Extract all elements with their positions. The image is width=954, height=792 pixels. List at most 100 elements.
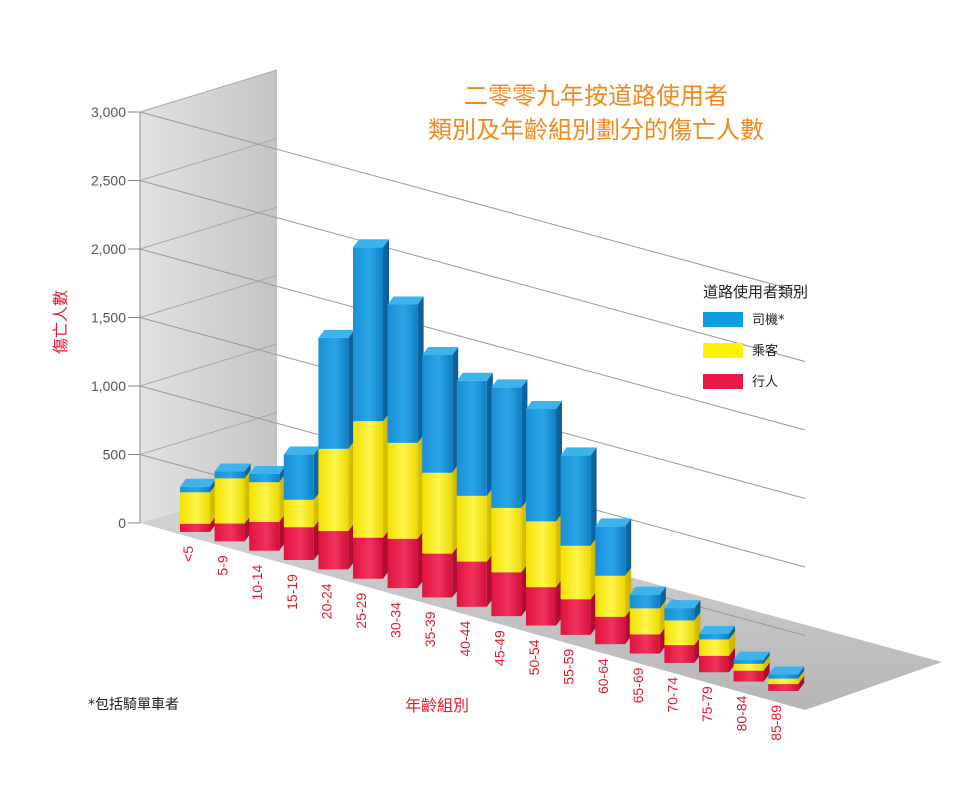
x-tick-label: <5: [180, 546, 196, 562]
bar-segment-pedestrian: [664, 645, 695, 663]
bar-segment-passenger: [526, 521, 556, 588]
bar-segment-passenger: [353, 421, 383, 538]
bar-segment-passenger: [595, 575, 626, 617]
bar-segment-passenger: [456, 495, 487, 562]
bar-top: [733, 651, 770, 660]
bar-group: [491, 379, 528, 617]
legend-swatch: [703, 312, 743, 327]
bar-segment-driver: [595, 526, 626, 576]
bar-side-pedestrian: [625, 608, 632, 645]
bar-side-passenger: [486, 487, 493, 562]
bar-side-passenger: [798, 670, 805, 685]
y-tick-label: 2,500: [91, 173, 126, 189]
x-tick-label: 70-74: [664, 677, 680, 713]
bar-segment-passenger: [318, 448, 349, 532]
bar-top: [353, 239, 389, 248]
bars: [180, 239, 805, 691]
bar-top: [249, 465, 286, 474]
bar-side-pedestrian: [452, 545, 459, 598]
x-axis: <5 5-9 10-14 15-19 20-24 25-29 30-34 35-39 40-44…: [180, 546, 784, 741]
bar-segment-driver: [249, 473, 280, 483]
bar-side-pedestrian: [210, 515, 216, 532]
gridline: [139, 111, 806, 294]
bar-side-pedestrian: [348, 523, 355, 570]
bar-group: [353, 239, 389, 579]
gridline: [139, 180, 806, 362]
bar-segment-pedestrian: [180, 523, 210, 532]
bar-top: [318, 329, 355, 338]
bar-segment-pedestrian: [387, 538, 418, 589]
bar-side-driver: [763, 651, 770, 664]
x-tick-label: 60-64: [595, 658, 611, 694]
x-tick-label: 30-34: [388, 602, 404, 638]
bar-segment-pedestrian: [456, 561, 487, 607]
x-axis-label: 年齡組別: [405, 696, 469, 715]
x-tick-label: 50-54: [526, 639, 542, 675]
bar-group: [595, 518, 632, 645]
bar-segment-pedestrian: [249, 521, 280, 551]
bar-segment-driver: [387, 304, 418, 443]
gridline: [139, 248, 806, 431]
bar-side-passenger: [383, 413, 389, 538]
bar-side-pedestrian: [417, 530, 424, 589]
y-tick-label: 3,000: [91, 104, 126, 120]
bar-segment-driver: [526, 409, 556, 522]
bar-top: [283, 446, 320, 455]
bar-side-passenger: [279, 474, 286, 522]
x-tick-label: 65-69: [630, 667, 646, 703]
bar-segment-driver: [456, 380, 487, 496]
chart-title-line-2: 類別及年齡組別劃分的傷亡人數: [428, 116, 764, 144]
bar-top: [456, 372, 493, 381]
x-tick-label: 85-89: [768, 705, 784, 741]
bar-side-pedestrian: [313, 519, 320, 561]
bar-group: [526, 401, 562, 626]
bar-group: [560, 447, 597, 635]
bar-side-driver: [625, 518, 632, 576]
bar-group: [387, 296, 424, 589]
bar-side-passenger: [452, 464, 459, 554]
bar-side-pedestrian: [244, 515, 251, 542]
bar-segment-pedestrian: [733, 670, 764, 682]
bar-side-passenger: [244, 470, 251, 524]
bar-side-passenger: [521, 499, 528, 573]
y-tick-label: 0: [118, 515, 126, 531]
bar-segment-driver: [699, 633, 729, 640]
bar-group: [214, 463, 251, 542]
bar-segment-passenger: [664, 620, 695, 646]
bar-top: [491, 379, 528, 388]
bar-group: [422, 346, 459, 598]
bar-group: [318, 329, 355, 570]
legend-item-passenger: 乘客: [752, 343, 778, 359]
bar-side-passenger: [625, 567, 632, 617]
bar-group: [664, 600, 701, 663]
bar-segment-passenger: [387, 442, 418, 539]
bar-segment-driver: [733, 659, 764, 664]
legend-swatch: [703, 374, 743, 389]
bar-segment-pedestrian: [214, 523, 245, 542]
wall-gridline: [139, 412, 278, 455]
bar-segment-driver: [180, 486, 210, 493]
bar-segment-pedestrian: [560, 599, 591, 635]
bar-top: [526, 401, 562, 410]
bar-side-pedestrian: [659, 626, 666, 654]
x-tick-label: 25-29: [353, 593, 369, 629]
bar-segment-passenger: [214, 478, 245, 524]
bar-top: [664, 600, 701, 609]
bar-side-passenger: [763, 655, 770, 671]
bar-group: [456, 372, 493, 607]
bar-side-driver: [279, 465, 286, 483]
y-axis: 0 500 1,000 1,500 2,000 2,500 3,000: [91, 104, 141, 531]
bar-segment-passenger: [629, 608, 660, 635]
bar-side-driver: [729, 625, 735, 640]
y-axis-label: 傷亡人數: [51, 290, 70, 354]
bar-side-pedestrian: [694, 637, 701, 663]
bar-side-driver: [383, 239, 389, 422]
bar-group: [733, 651, 770, 682]
bar-side-pedestrian: [590, 591, 597, 635]
bar-side-pedestrian: [279, 513, 286, 551]
bar-segment-driver: [318, 337, 349, 449]
bar-top: [699, 625, 735, 634]
bar-group: [180, 478, 216, 532]
bar-top: [387, 296, 424, 305]
